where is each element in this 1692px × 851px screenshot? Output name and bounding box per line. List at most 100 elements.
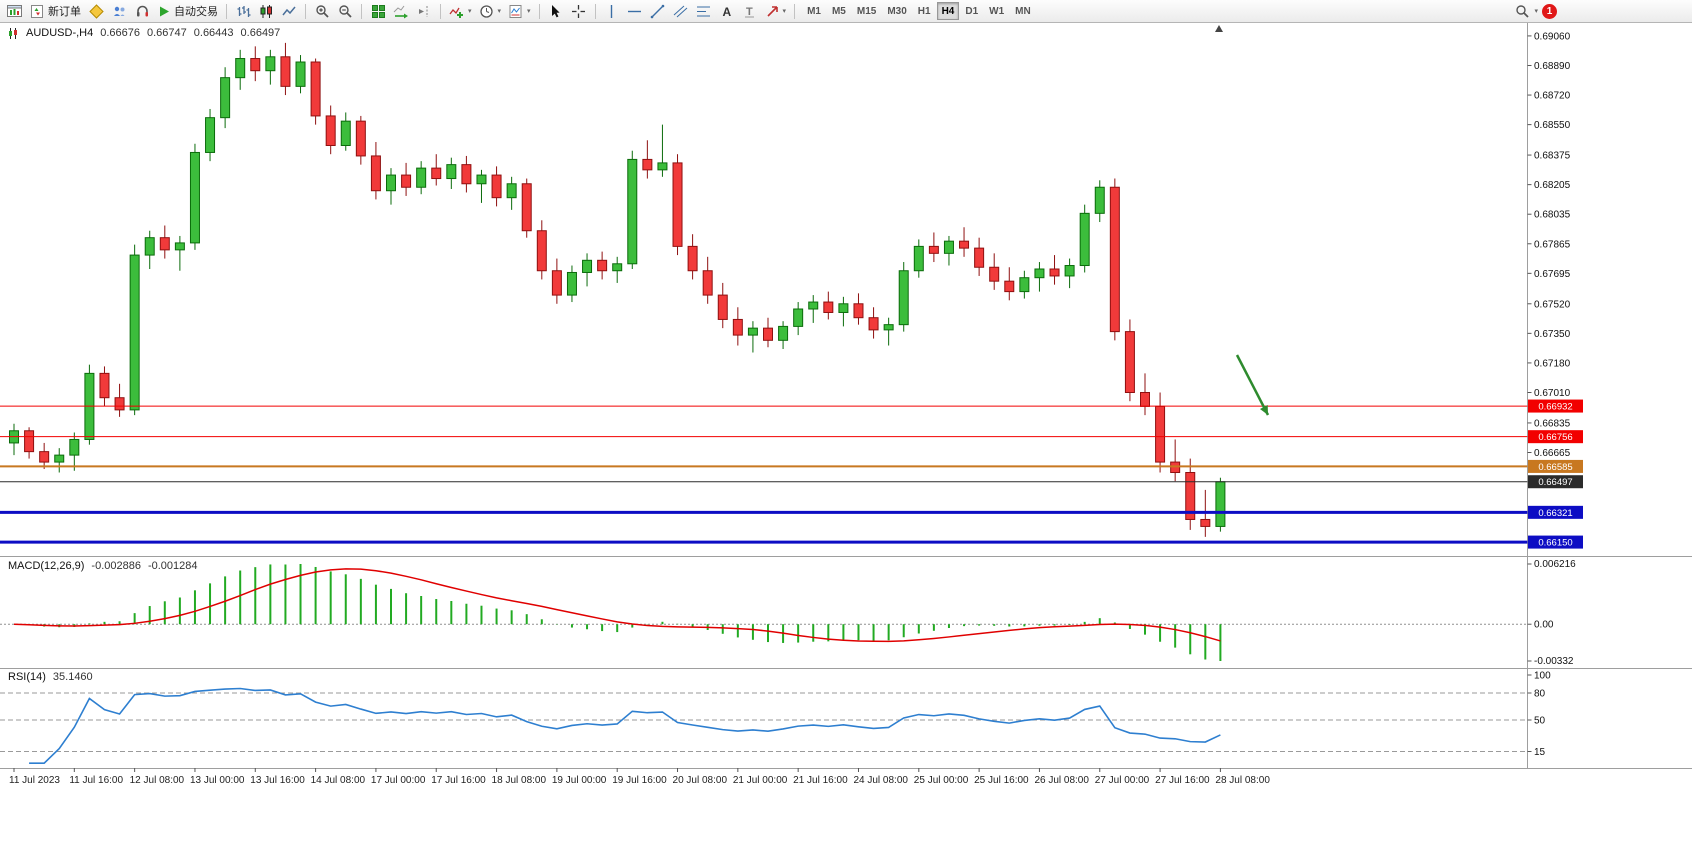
macd-value-main: -0.002886: [91, 560, 141, 572]
text-tool-button[interactable]: A: [716, 1, 738, 21]
svg-text:11 Jul 16:00: 11 Jul 16:00: [69, 775, 123, 786]
svg-text:24 Jul 08:00: 24 Jul 08:00: [853, 775, 908, 786]
macd-indicator: 0.006216 0.00 -0.00332: [0, 559, 1576, 667]
dropdown-caret: ▾: [782, 8, 787, 15]
channel-button[interactable]: [670, 1, 692, 21]
ohlc-high: 0.66747: [147, 27, 187, 39]
dropdown-caret: ▾: [1534, 8, 1538, 15]
crosshair-button[interactable]: [568, 1, 590, 21]
svg-text:0.66321: 0.66321: [1538, 508, 1572, 519]
timeframe-m5[interactable]: M5: [827, 2, 851, 20]
svg-text:27 Jul 00:00: 27 Jul 00:00: [1095, 775, 1150, 786]
label-icon: T: [745, 6, 755, 18]
svg-text:0.67520: 0.67520: [1534, 299, 1571, 310]
svg-text:T: T: [746, 6, 753, 18]
svg-text:26 Jul 08:00: 26 Jul 08:00: [1034, 775, 1089, 786]
price-axis[interactable]: 0.69060 0.68890 0.68720 0.68550 0.68375 0.682…: [1527, 31, 1571, 459]
line-chart-button[interactable]: [278, 1, 300, 21]
candlestick-mini-icon: [9, 27, 17, 39]
svg-text:0.67180: 0.67180: [1534, 358, 1571, 369]
chart-symbol-period: AUDUSD-,H4: [26, 27, 94, 39]
chart-shift-button[interactable]: [413, 1, 435, 21]
indicators-button[interactable]: ▾: [446, 1, 475, 21]
toolbar-separator: [794, 3, 796, 19]
svg-text:19 Jul 00:00: 19 Jul 00:00: [552, 775, 607, 786]
svg-text:0.67695: 0.67695: [1534, 269, 1571, 280]
toolbar-separator: [361, 3, 362, 19]
svg-text:50: 50: [1534, 716, 1546, 727]
price-tags: 0.66932 0.66756 0.66585 0.66497 0.66321 0.661…: [1528, 399, 1583, 549]
svg-text:80: 80: [1534, 689, 1546, 700]
template-icon: [509, 4, 522, 18]
search-button[interactable]: ▾: [1512, 1, 1541, 21]
svg-text:25 Jul 00:00: 25 Jul 00:00: [914, 775, 969, 786]
svg-text:0.69060: 0.69060: [1534, 31, 1571, 42]
chart-shift-marker: [1215, 25, 1223, 32]
svg-text:A: A: [723, 5, 732, 19]
autotrading-play-icon: [160, 6, 169, 16]
tile-windows-button[interactable]: [367, 1, 389, 21]
svg-text:0.67350: 0.67350: [1534, 329, 1571, 340]
label-tool-button[interactable]: T: [739, 1, 761, 21]
zoom-in-icon: [315, 4, 329, 18]
trendline-button[interactable]: [647, 1, 669, 21]
time-axis[interactable]: 11 Jul 2023 11 Jul 16:00 12 Jul 08:00 13 Ju…: [9, 768, 1270, 786]
macd-value-signal: -0.001284: [147, 560, 198, 572]
profiles-icon: [113, 6, 124, 16]
rsi-label: RSI(14) 35.1460: [8, 671, 93, 683]
vertical-line-button[interactable]: [601, 1, 623, 21]
dropdown-caret: ▾: [527, 8, 531, 15]
fibonacci-button[interactable]: [693, 1, 715, 21]
support-button[interactable]: [131, 1, 153, 21]
timeframe-d1[interactable]: D1: [960, 2, 983, 20]
horizontal-line-button[interactable]: [624, 1, 646, 21]
ohlc-close: 0.66497: [240, 27, 281, 39]
macd-title: MACD(12,26,9): [8, 560, 85, 572]
candlestick-chart-button[interactable]: [255, 1, 277, 21]
autotrading-button[interactable]: 自动交易: [154, 1, 221, 21]
timeframe-h1[interactable]: H1: [913, 2, 936, 20]
svg-text:0.67010: 0.67010: [1534, 388, 1571, 399]
svg-text:0.68205: 0.68205: [1534, 180, 1571, 191]
timeframe-m1[interactable]: M1: [802, 2, 826, 20]
arrows-tool-button[interactable]: ▾: [762, 1, 790, 21]
zoom-out-button[interactable]: [334, 1, 356, 21]
timeframe-w1[interactable]: W1: [984, 2, 1009, 20]
profiles-button[interactable]: [108, 1, 130, 21]
timeframe-h4[interactable]: H4: [936, 2, 960, 20]
svg-text:19 Jul 16:00: 19 Jul 16:00: [612, 775, 667, 786]
svg-text:0.68375: 0.68375: [1534, 151, 1571, 162]
bar-chart-button[interactable]: [232, 1, 254, 21]
price-lines[interactable]: [0, 405, 1528, 544]
svg-text:20 Jul 08:00: 20 Jul 08:00: [673, 775, 728, 786]
timeframe-mn[interactable]: MN: [1010, 2, 1036, 20]
new-chart-icon: [7, 4, 22, 17]
notification-badge[interactable]: 1: [1542, 3, 1557, 19]
new-order-label: 新订单: [48, 6, 81, 18]
annotation-arrow[interactable]: [1235, 354, 1270, 416]
new-order-button[interactable]: 新订单: [27, 1, 84, 21]
svg-text:-0.00332: -0.00332: [1534, 656, 1574, 667]
templates-button[interactable]: ▾: [505, 1, 534, 21]
fibonacci-icon: [697, 6, 711, 16]
svg-text:0.66585: 0.66585: [1538, 462, 1572, 473]
metaeditor-button[interactable]: [85, 1, 107, 21]
new-chart-button[interactable]: [4, 1, 26, 21]
periods-button[interactable]: ▾: [476, 1, 505, 21]
bar-chart-icon: [237, 5, 250, 17]
timeframe-m15[interactable]: M15: [852, 2, 881, 20]
text-icon: A: [723, 5, 732, 19]
cursor-button[interactable]: [545, 1, 567, 21]
new-order-icon: [31, 4, 43, 18]
svg-text:0.68890: 0.68890: [1534, 61, 1571, 72]
macd-label: MACD(12,26,9) -0.002886 -0.001284: [8, 560, 198, 572]
svg-text:14 Jul 08:00: 14 Jul 08:00: [311, 775, 366, 786]
ohlc-low: 0.66443: [193, 27, 234, 39]
cursor-icon: [552, 4, 560, 17]
auto-scroll-button[interactable]: [390, 1, 412, 21]
zoom-in-button[interactable]: [311, 1, 333, 21]
timeframe-m30[interactable]: M30: [882, 2, 911, 20]
chart-shift-icon: [418, 5, 427, 17]
svg-text:0.68035: 0.68035: [1534, 210, 1571, 221]
